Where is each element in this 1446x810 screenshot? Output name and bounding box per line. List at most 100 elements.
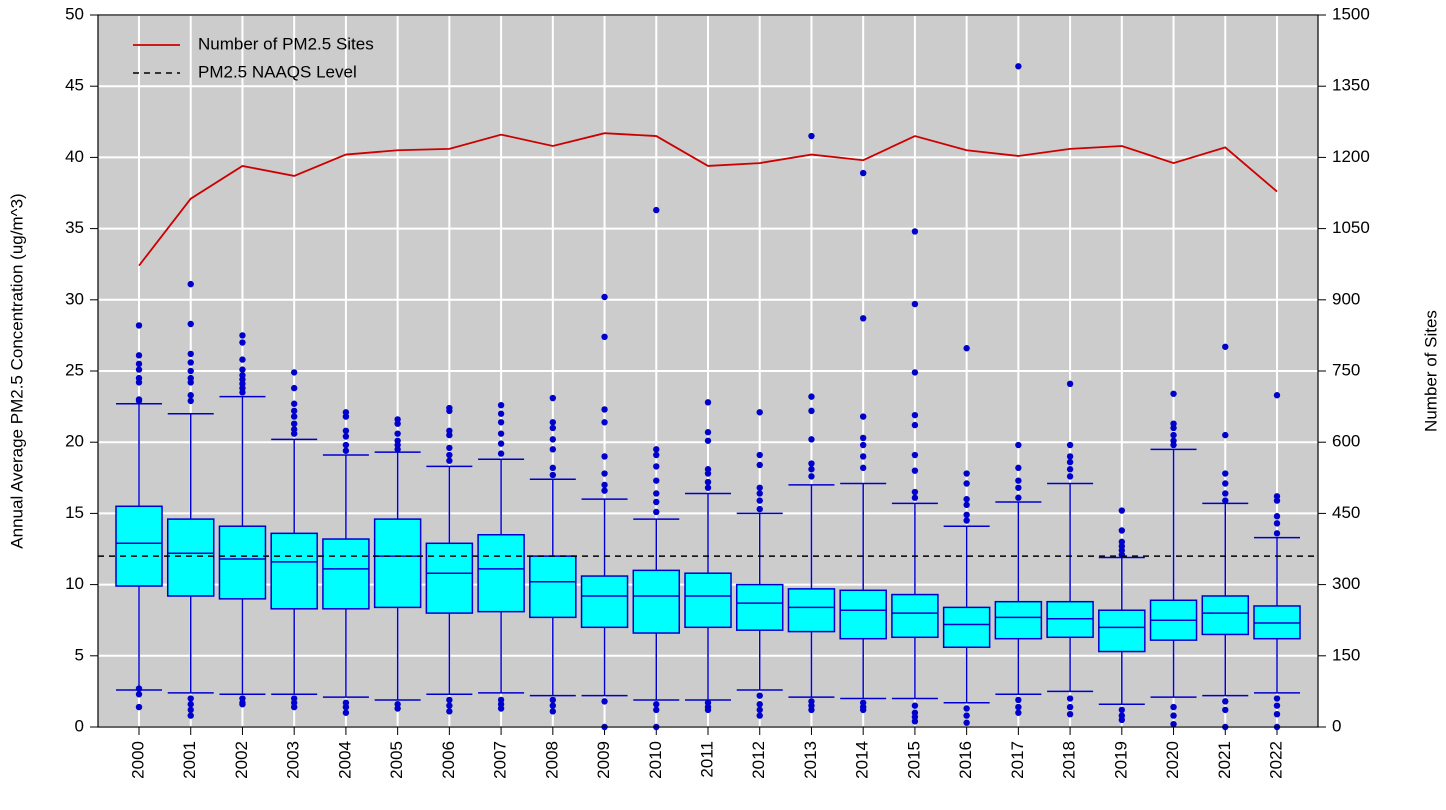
outlier: [1273, 497, 1281, 504]
outlier: [187, 712, 194, 719]
outlier: [1118, 527, 1126, 534]
box: [735, 583, 784, 631]
y2-tick-label: 300: [1332, 574, 1360, 593]
outlier: [446, 708, 453, 715]
outlier: [187, 280, 194, 288]
outlier: [446, 457, 453, 464]
outlier: [963, 501, 970, 509]
y-tick-label: 15: [65, 503, 84, 522]
outlier: [1015, 494, 1022, 501]
outlier: [187, 350, 194, 358]
outlier: [704, 429, 712, 436]
x-tick-label: 2017: [1008, 741, 1027, 779]
y-tick-label: 30: [65, 289, 84, 308]
box: [632, 569, 681, 634]
x-tick-label: 2015: [904, 741, 923, 779]
outlier: [911, 488, 919, 496]
outlier: [911, 369, 919, 376]
box: [115, 505, 163, 587]
outlier: [1222, 480, 1229, 487]
outlier: [549, 419, 557, 426]
y2-tick-label: 1350: [1332, 76, 1370, 95]
box: [218, 525, 267, 600]
outlier: [394, 446, 401, 453]
outlier: [1066, 703, 1074, 711]
outlier: [239, 332, 246, 339]
x-tick-label: 2008: [542, 741, 561, 779]
outlier: [808, 436, 815, 443]
outlier: [497, 401, 505, 409]
box: [477, 534, 525, 613]
outlier: [239, 339, 246, 346]
outlier: [342, 441, 350, 449]
x-tick-label: 2009: [594, 741, 613, 779]
outlier: [704, 437, 712, 444]
outlier: [653, 706, 660, 714]
outlier: [704, 478, 712, 486]
x-tick-label: 2002: [232, 741, 251, 779]
x-tick-label: 2000: [128, 741, 147, 779]
outlier: [1066, 380, 1074, 388]
outlier: [704, 470, 712, 477]
outlier: [394, 705, 401, 712]
y2-tick-label: 1200: [1332, 147, 1370, 166]
box: [580, 575, 629, 629]
outlier: [963, 719, 970, 726]
legend-label: Number of PM2.5 Sites: [198, 34, 374, 53]
outlier: [549, 696, 557, 704]
outlier: [446, 431, 453, 439]
outlier: [756, 701, 763, 708]
outlier: [963, 495, 970, 503]
outlier: [239, 366, 246, 373]
outlier: [859, 464, 867, 472]
outlier: [239, 701, 246, 708]
outlier: [290, 407, 298, 415]
box: [891, 593, 939, 639]
outlier: [859, 453, 867, 460]
outlier: [290, 703, 298, 711]
box: [839, 589, 887, 640]
outlier: [497, 440, 505, 447]
outlier: [1118, 507, 1126, 514]
x-tick-label: 2004: [335, 741, 354, 779]
outlier: [1170, 720, 1177, 728]
outlier: [135, 360, 143, 368]
outlier: [1170, 441, 1177, 449]
outlier: [446, 407, 453, 415]
outlier: [1273, 530, 1281, 537]
outlier: [1222, 698, 1229, 705]
box: [529, 555, 577, 619]
outlier: [135, 397, 143, 405]
outlier: [911, 300, 919, 308]
y-tick-label: 35: [65, 218, 84, 237]
outlier: [911, 228, 919, 235]
outlier: [549, 702, 557, 709]
outlier: [1170, 424, 1177, 432]
sites-line: [138, 132, 1278, 267]
outlier: [1170, 431, 1177, 439]
outlier: [342, 433, 350, 440]
outlier: [394, 430, 401, 437]
outlier: [756, 484, 763, 491]
y2-tick-label: 450: [1332, 503, 1360, 522]
outlier: [1015, 696, 1022, 704]
outlier: [756, 461, 763, 469]
outlier: [1118, 706, 1126, 714]
outlier: [911, 467, 919, 474]
outlier: [290, 413, 298, 420]
outlier: [1066, 710, 1074, 718]
y2-axis-label: Number of Sites: [1421, 310, 1440, 432]
outlier: [446, 702, 453, 709]
x-tick-label: 2014: [853, 741, 872, 779]
outlier: [756, 409, 763, 416]
outlier: [342, 447, 350, 454]
outlier: [1015, 484, 1022, 491]
outlier: [290, 420, 298, 427]
outlier: [756, 505, 763, 513]
outlier: [187, 701, 194, 708]
outlier: [601, 698, 608, 705]
outlier: [911, 421, 919, 429]
outlier: [239, 389, 246, 396]
y-tick-label: 10: [65, 574, 84, 593]
box: [166, 518, 215, 597]
